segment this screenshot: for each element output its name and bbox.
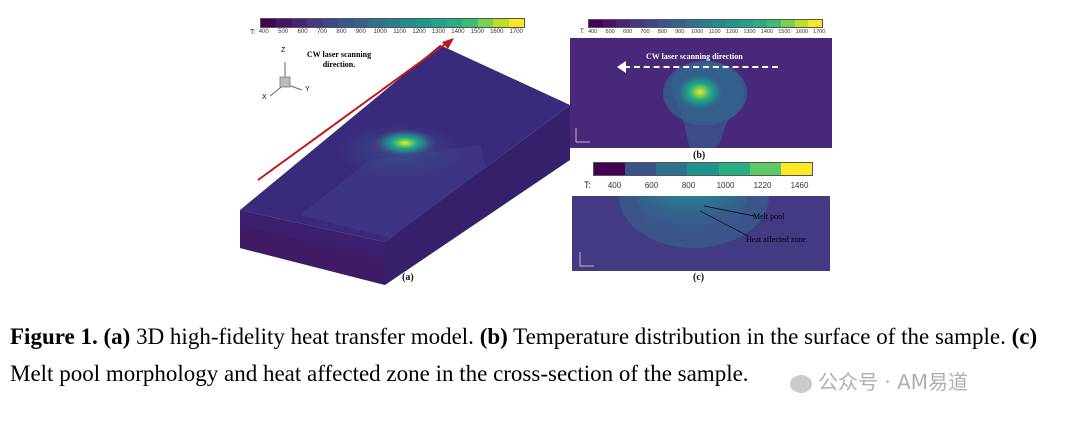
colorbar-a-tick: 1200	[412, 29, 426, 35]
colorbar-a-tick: 1700	[509, 29, 523, 35]
caption-tag-a: (a)	[103, 324, 131, 349]
colorbar-b-tick: 1200	[725, 29, 739, 35]
colorbar-a-tick: 500	[278, 29, 289, 35]
colorbar-a-tick: 1600	[490, 29, 504, 35]
colorbar-a-tick: 1500	[470, 29, 485, 35]
melt-pool-b	[674, 72, 726, 112]
figure-caption: Figure 1. (a) 3D high-fidelity heat tran…	[10, 318, 1070, 392]
colorbar-c-ticks: 400 600 800 1000 1220 1460	[596, 181, 818, 190]
scan-direction-arrow-b	[624, 66, 778, 68]
surface-temperature-map	[570, 38, 832, 148]
melt-pool-label: Melt pool	[753, 212, 785, 221]
sample-3d-model	[240, 38, 570, 285]
colorbar-b-tick: 1700	[813, 29, 826, 35]
colorbar-a-prefix: T:	[250, 29, 256, 36]
colorbar-b-tick: 600	[622, 29, 633, 35]
colorbar-b-tick: 1500	[778, 29, 791, 35]
colorbar-c-prefix: T:	[584, 180, 592, 190]
colorbar-c-tick: 400	[607, 181, 622, 190]
caption-tag-c: (c)	[1011, 324, 1038, 349]
figure-c: T: 400 600 800 1000 1220 1460 Melt pool Heat …	[568, 160, 836, 290]
colorbar-c-tick: 1220	[753, 181, 772, 190]
colorbar-b-tick: 1400	[760, 29, 774, 35]
colorbar-b-tick: 800	[657, 29, 667, 35]
colorbar-a-tick: 1000	[373, 29, 387, 35]
colorbar-a-tick: 1100	[393, 29, 407, 35]
heat-affected-zone-label: Heat affected zone	[746, 235, 806, 244]
axis-y: Y	[305, 86, 310, 93]
figure-a: T: 400 500 600 700 800 900 1000 1100 1200 1300 140…	[240, 10, 570, 290]
panel-label-a: (a)	[402, 272, 414, 283]
melt-pool-a	[373, 129, 437, 157]
colorbar-a-tick: 900	[355, 29, 366, 35]
axis-z: Z	[281, 47, 286, 54]
scan-direction-arrow	[257, 41, 449, 181]
colorbar-a-tick: 400	[258, 29, 269, 35]
watermark-text: 公众号 · AM易道	[818, 370, 969, 394]
colorbar-a-tick: 1400	[451, 29, 465, 35]
wechat-icon	[790, 374, 812, 393]
colorbar-b-tick: 500	[605, 29, 615, 35]
watermark: 公众号 · AM易道	[790, 366, 968, 395]
colorbar-c	[593, 162, 813, 176]
cross-section-map	[572, 196, 830, 271]
colorbar-b-tick: 1600	[795, 29, 808, 35]
colorbar-c-tick: 600	[644, 181, 659, 190]
colorbar-b-prefix: T:	[580, 29, 585, 35]
colorbar-c-tick: 1460	[790, 181, 809, 190]
caption-figure-label: Figure 1.	[10, 324, 98, 349]
colorbar-a-tick: 1300	[431, 29, 446, 35]
colorbar-a-tick: 800	[336, 29, 347, 35]
colorbar-c-tick: 1000	[716, 181, 735, 190]
axis-x: X	[262, 94, 267, 101]
colorbar-a	[260, 18, 525, 28]
colorbar-a-ticks: 400 500 600 700 800 900 1000 1100 1200 1300 1400 15…	[254, 29, 526, 35]
right-face	[385, 105, 570, 285]
panel-label-c: (c)	[693, 272, 705, 283]
caption-tag-b: (b)	[479, 324, 508, 349]
colorbar-b-tick: 1000	[691, 29, 704, 35]
colorbar-b-tick: 1300	[743, 29, 756, 35]
colorbar-b-tick: 1100	[708, 29, 721, 35]
colorbar-b	[588, 19, 823, 28]
colorbar-b-ticks: 400 500 600 700 800 900 1000 1100 1200 1300 1400 15…	[584, 29, 828, 35]
scan-direction-annotation-a: CW laser scanning direction.	[306, 50, 372, 69]
panel-label-b: (b)	[693, 150, 706, 161]
colorbar-c-tick: 800	[681, 181, 696, 190]
colorbar-b-tick: 900	[675, 29, 685, 35]
colorbar-a-tick: 600	[297, 29, 308, 35]
caption-text-a: 3D high-fidelity heat transfer model.	[130, 324, 480, 349]
melt-pool-c	[637, 196, 747, 240]
colorbar-b-tick: 400	[588, 29, 598, 35]
scan-direction-annotation-b: CW laser scanning direction	[646, 52, 743, 61]
caption-text-c: Melt pool morphology and heat affected z…	[10, 361, 749, 386]
figure-b: T: 400 500 600 700 800 900 1000 1100 1200 1300 140…	[568, 10, 836, 165]
colorbar-a-tick: 700	[316, 29, 327, 35]
colorbar-b-tick: 700	[640, 29, 650, 35]
caption-text-b: Temperature distribution in the surface …	[507, 324, 1012, 349]
